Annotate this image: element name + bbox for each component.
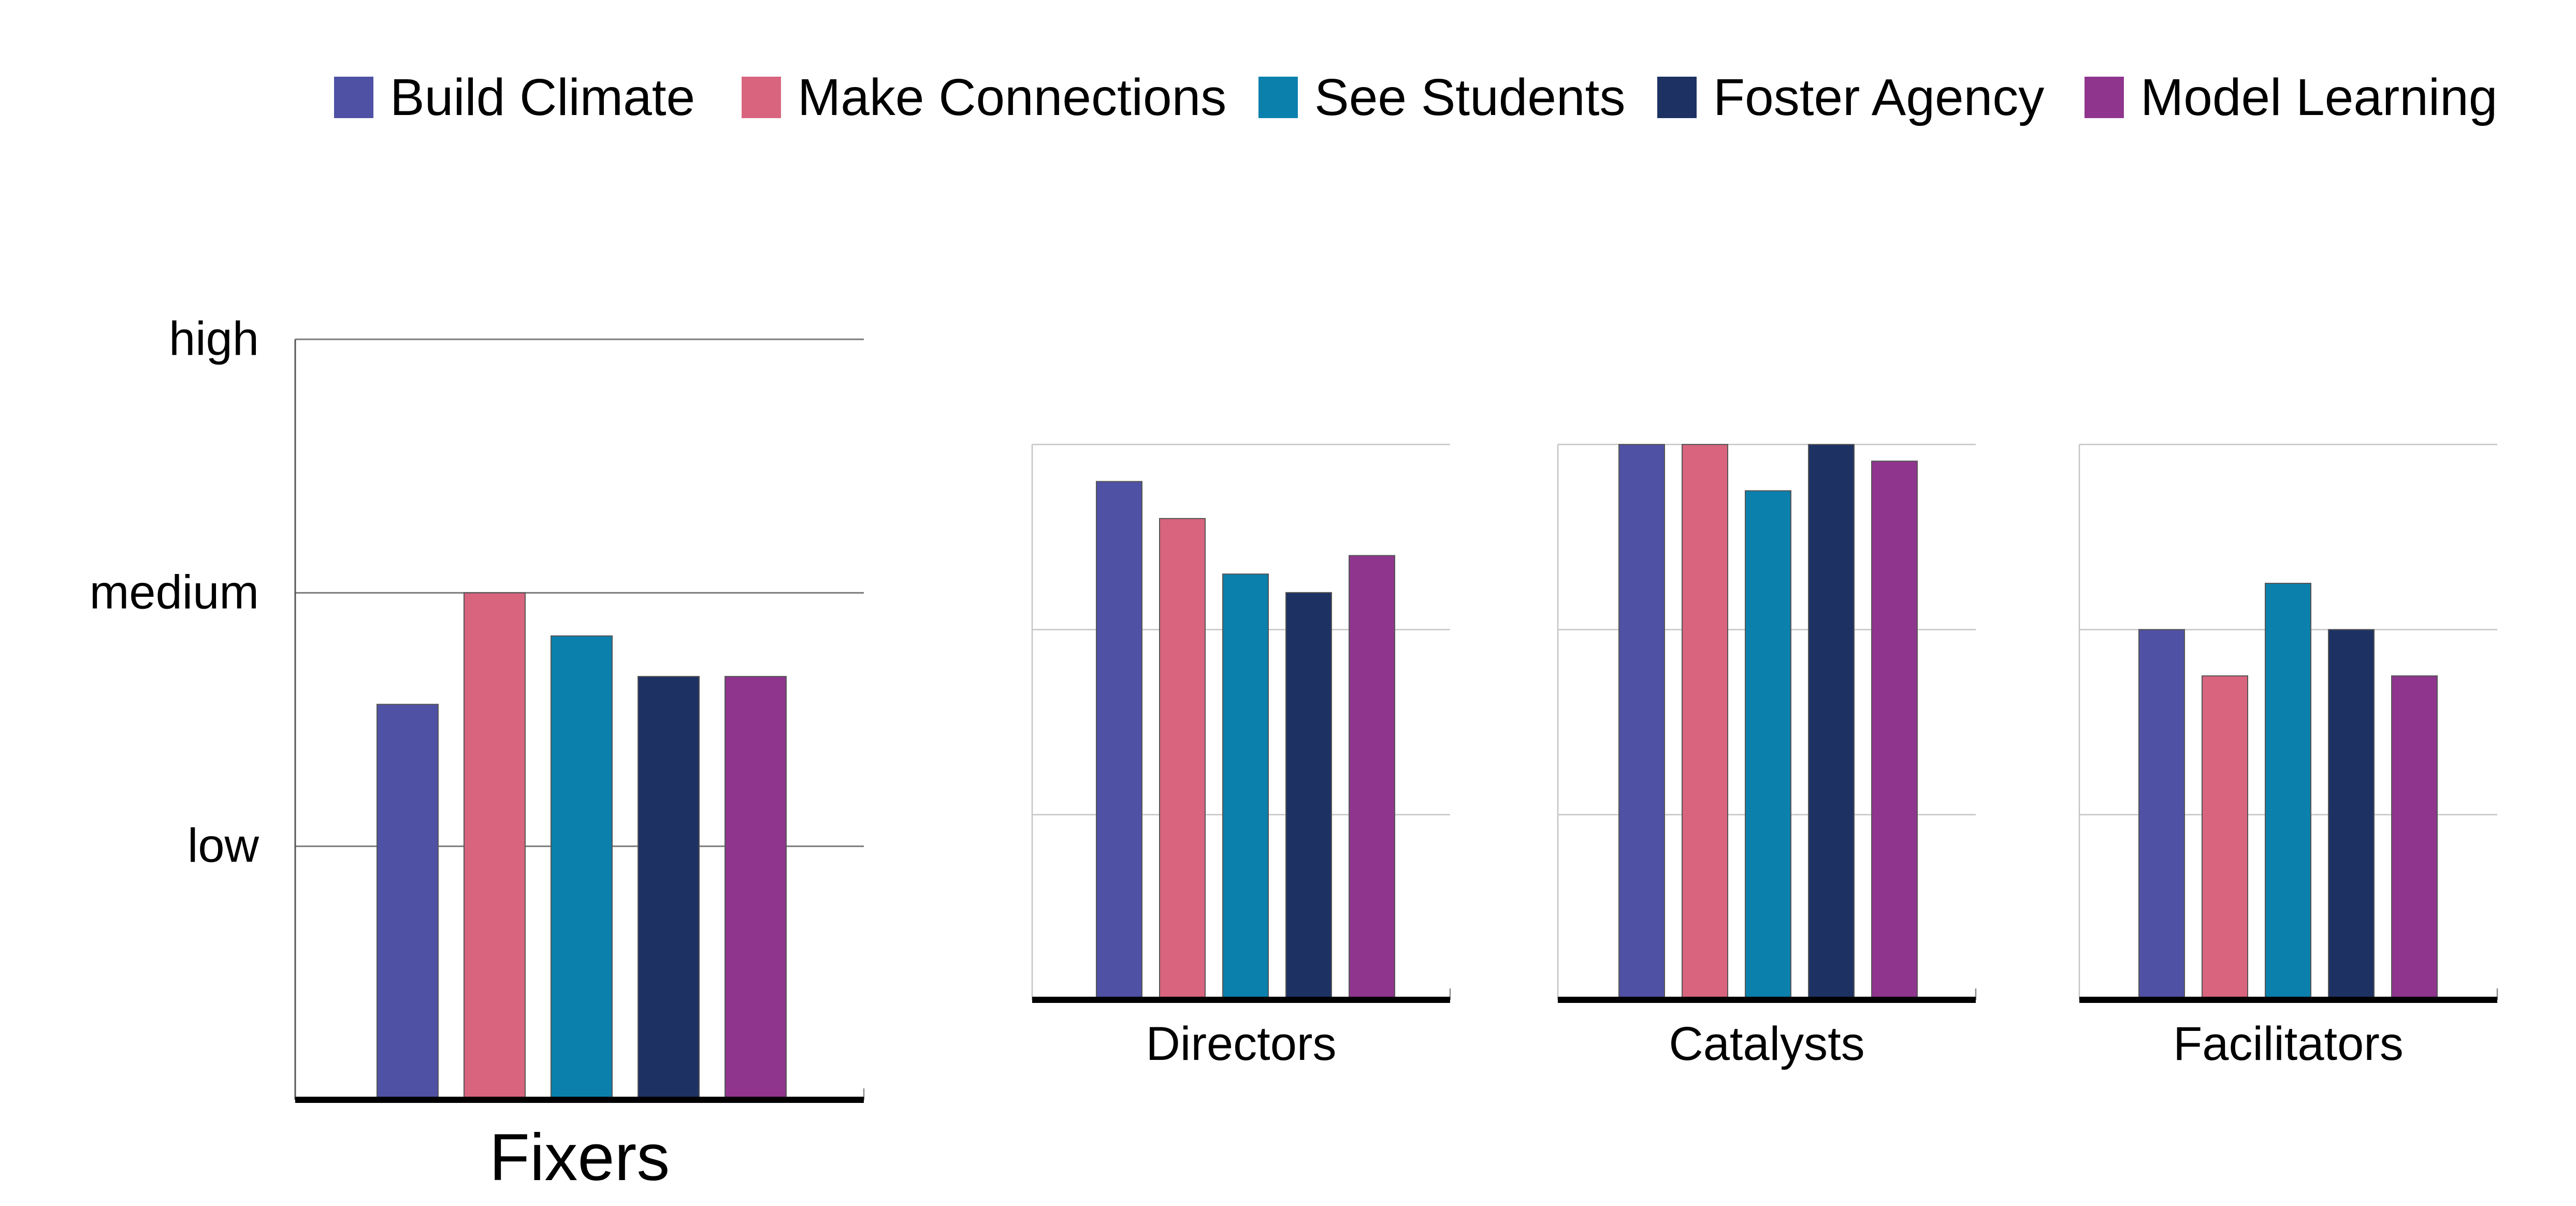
panel-facilitators: Facilitators [2078,443,2498,1070]
legend-label: Foster Agency [1713,68,2044,126]
panel-fixers: low medium high Fixers [90,312,865,1195]
bar-facilitators-build-climate [2138,629,2185,1001]
bar-catalysts-build-climate [1618,444,1665,1000]
bar-fixers-model-learning [725,676,787,1100]
bar-facilitators-model-learning [2391,675,2438,1000]
bar-catalysts-see-students [1745,490,1791,1000]
bar-fixers-foster-agency [638,676,700,1100]
y-tick-label: medium [90,566,259,619]
bar-catalysts-model-learning [1871,461,1918,1000]
legend-item-build-climate: Build Climate [334,68,695,126]
panels: low medium high Fixers Directors Catalysts Fac… [90,312,2498,1195]
legend-swatch-make-connections [742,77,781,118]
legend-label: Build Climate [390,68,695,126]
bar-fixers-build-climate [377,704,439,1100]
legend-label: Make Connections [798,68,1226,126]
legend-item-make-connections: Make Connections [742,68,1226,126]
y-tick-label: low [187,820,259,872]
legend-item-model-learning: Model Learning [2085,68,2497,126]
legend-label: Model Learning [2140,68,2497,126]
bar-facilitators-see-students [2265,583,2311,1000]
legend-swatch-build-climate [334,77,373,118]
bar-directors-build-climate [1096,481,1142,1000]
panel-title: Directors [1146,1017,1336,1070]
bar-directors-foster-agency [1285,592,1332,1001]
panel-catalysts: Catalysts [1557,443,1977,1070]
bar-directors-see-students [1222,573,1269,1000]
bar-facilitators-make-connections [2202,675,2248,1000]
bar-facilitators-foster-agency [2328,629,2375,1001]
y-tick-label: high [169,312,259,365]
legend-swatch-foster-agency [1657,77,1697,118]
legend: Build Climate Make Connections See Student… [334,68,2497,126]
bar-directors-make-connections [1159,518,1206,1000]
panel-directors: Directors [1031,443,1451,1070]
bar-fixers-see-students [551,635,613,1100]
legend-swatch-model-learning [2085,77,2124,118]
panel-title: Catalysts [1669,1017,1864,1070]
panel-title: Facilitators [2173,1017,2404,1070]
legend-item-foster-agency: Foster Agency [1657,68,2044,126]
legend-label: See Students [1314,68,1625,126]
bar-directors-model-learning [1349,555,1395,1000]
legend-item-see-students: See Students [1258,68,1625,126]
panel-title: Fixers [489,1121,670,1195]
legend-swatch-see-students [1258,77,1298,118]
bar-catalysts-make-connections [1682,444,1728,1000]
bar-fixers-make-connections [464,592,526,1101]
bar-catalysts-foster-agency [1808,444,1855,1000]
